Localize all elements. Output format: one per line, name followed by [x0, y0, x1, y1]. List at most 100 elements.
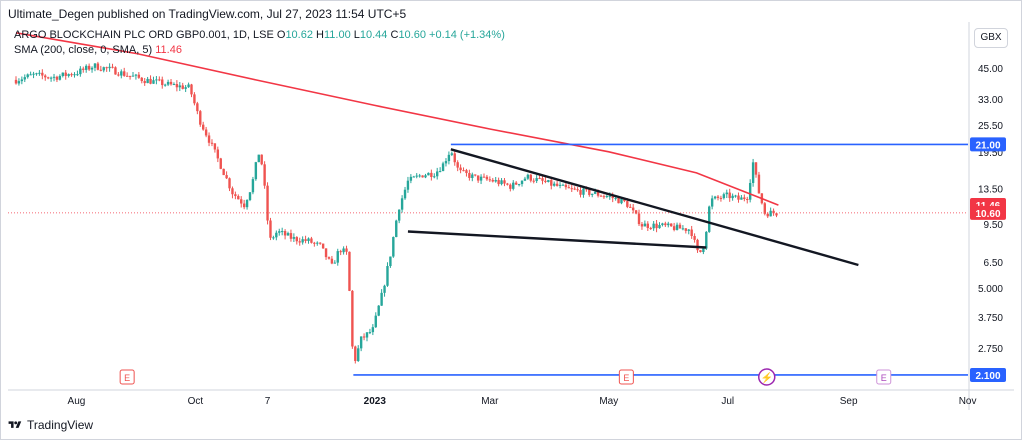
candle-body [570, 188, 573, 190]
candle-body [403, 189, 407, 199]
candle-body [705, 231, 708, 249]
candle-body [134, 74, 138, 76]
candle-body [482, 176, 486, 178]
candle-body [734, 195, 737, 197]
candle-body [283, 231, 287, 236]
x-tick-label: 2023 [364, 396, 387, 407]
candle-body [269, 220, 272, 238]
candle-body [441, 163, 445, 172]
candle-body [96, 63, 100, 70]
candle-body [415, 175, 418, 177]
change-value: +0.14 (+1.34%) [429, 29, 505, 41]
x-tick-label: Aug [68, 396, 86, 407]
candle-body [76, 74, 79, 76]
candle-body [392, 237, 395, 257]
candle-body [58, 75, 62, 80]
candle-body [362, 336, 366, 338]
earnings-marker-label: E [124, 373, 130, 383]
y-tick-label: 5.000 [978, 284, 1003, 295]
price-tag [970, 367, 1006, 382]
candle-body [538, 178, 541, 180]
sma-label: SMA (200, close, 0, SMA, 5) [14, 44, 153, 56]
candle-body [623, 198, 626, 202]
candle-body [757, 174, 761, 194]
candle-body [479, 176, 483, 181]
candle-body [409, 176, 413, 181]
candle-body [754, 162, 758, 175]
candle-body [640, 224, 644, 227]
brand-name: TradingView [27, 418, 94, 432]
candle-body [438, 171, 442, 173]
candle-body [207, 135, 211, 143]
low-label: L [353, 29, 360, 41]
candle-body [102, 67, 105, 71]
candle-body [140, 77, 143, 82]
candle-body [655, 223, 658, 229]
candle-body [251, 179, 255, 193]
candle-body [520, 180, 524, 185]
candle-body [722, 194, 726, 199]
candle-body [456, 162, 459, 168]
candle-body [637, 213, 641, 225]
candle-body [67, 74, 70, 76]
candle-body [494, 180, 497, 182]
candle-body [541, 178, 544, 181]
candle-body [213, 143, 217, 150]
candle-body [301, 239, 304, 243]
candle-body [137, 74, 141, 78]
candle-body [433, 176, 436, 178]
candle-body [38, 72, 41, 74]
candle-body [737, 195, 740, 200]
candle-body [693, 235, 696, 240]
candle-body [684, 228, 688, 231]
candle-body [41, 72, 44, 76]
candle-body [555, 183, 559, 186]
currency-button[interactable]: GBX [974, 28, 1008, 48]
candle-body [708, 206, 711, 232]
candle-body [166, 81, 170, 85]
lower-wedge-trendline [407, 230, 707, 249]
candle-body [664, 223, 667, 226]
footer: TradingView [8, 418, 93, 432]
candle-body [14, 79, 18, 84]
candle-body [687, 229, 690, 231]
candle-body [324, 248, 328, 258]
candle-body [248, 192, 252, 201]
candle-body [263, 164, 266, 186]
candle-body [418, 175, 421, 177]
candle-body [219, 158, 222, 169]
candle-body [280, 231, 284, 233]
candle-body [377, 305, 380, 316]
candle-body [626, 201, 629, 207]
candle-body [573, 188, 576, 190]
candle-body [576, 189, 579, 191]
candle-body [304, 239, 307, 241]
candle-body [365, 332, 369, 338]
x-tick-label: May [599, 396, 618, 407]
candle-body [187, 84, 190, 88]
candle-body [257, 154, 260, 163]
candle-body [254, 162, 258, 180]
candle-body [544, 180, 547, 183]
x-tick-label: Sep [840, 396, 858, 407]
candle-body [359, 336, 363, 349]
candle-body [672, 226, 676, 230]
candle-body [497, 180, 500, 185]
candle-body [117, 74, 120, 76]
candle-body [491, 179, 494, 182]
candle-body [608, 195, 611, 197]
price-tag [970, 205, 1006, 220]
candle-body [550, 180, 553, 186]
candle-body [436, 171, 439, 177]
x-tick-label: Jul [721, 396, 734, 407]
candle-body [631, 207, 635, 211]
chart-legend: ARGO BLOCKCHAIN PLC ORD GBP0.001, 1D, LS… [14, 28, 505, 58]
candle-body [184, 87, 187, 89]
split-marker-label: ⚡ [761, 371, 773, 384]
candle-body [222, 168, 225, 176]
candle-body [514, 182, 518, 185]
candle-body [558, 184, 562, 186]
candle-body [462, 170, 465, 172]
candle-body [319, 242, 322, 244]
